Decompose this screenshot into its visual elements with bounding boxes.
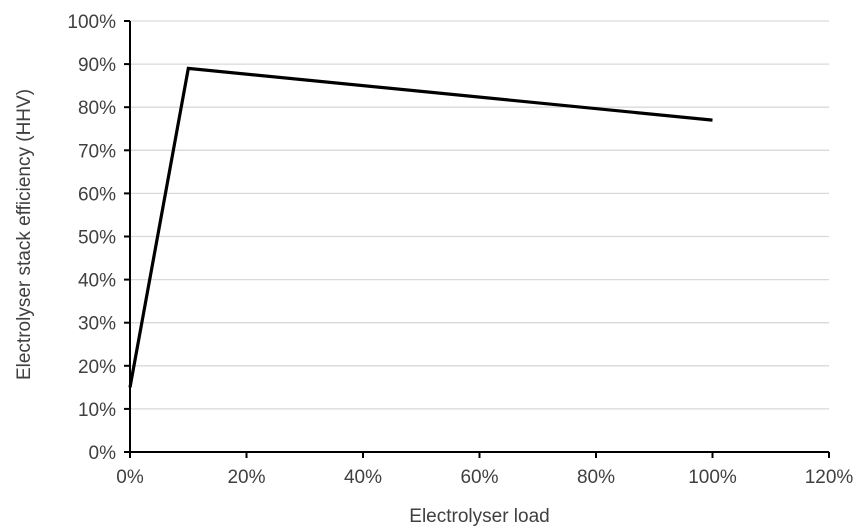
series-line <box>130 68 713 387</box>
y-tick-label: 100% <box>67 12 116 33</box>
x-tick-label: 0% <box>116 467 144 488</box>
y-tick-label: 90% <box>78 55 116 76</box>
y-tick-label: 10% <box>78 400 116 421</box>
y-axis-title: Electrolyser stack efficiency (HHV) <box>14 89 35 380</box>
y-tick-label: 30% <box>78 314 116 335</box>
x-tick-label: 40% <box>344 467 382 488</box>
x-tick-label: 100% <box>688 467 737 488</box>
y-tick-label: 50% <box>78 228 116 249</box>
y-tick-label: 20% <box>78 357 116 378</box>
y-tick-label: 0% <box>89 443 117 464</box>
y-tick-label: 40% <box>78 271 116 292</box>
y-tick-label: 60% <box>78 184 116 205</box>
series <box>130 68 713 387</box>
x-tick-label: 120% <box>805 467 854 488</box>
x-tick-label: 80% <box>577 467 615 488</box>
x-axis-title: Electrolyser load <box>409 506 549 527</box>
x-tick-label: 20% <box>227 467 265 488</box>
y-tick-label: 70% <box>78 141 116 162</box>
x-tick-label: 60% <box>460 467 498 488</box>
y-tick-label: 80% <box>78 98 116 119</box>
gridlines <box>130 21 829 409</box>
